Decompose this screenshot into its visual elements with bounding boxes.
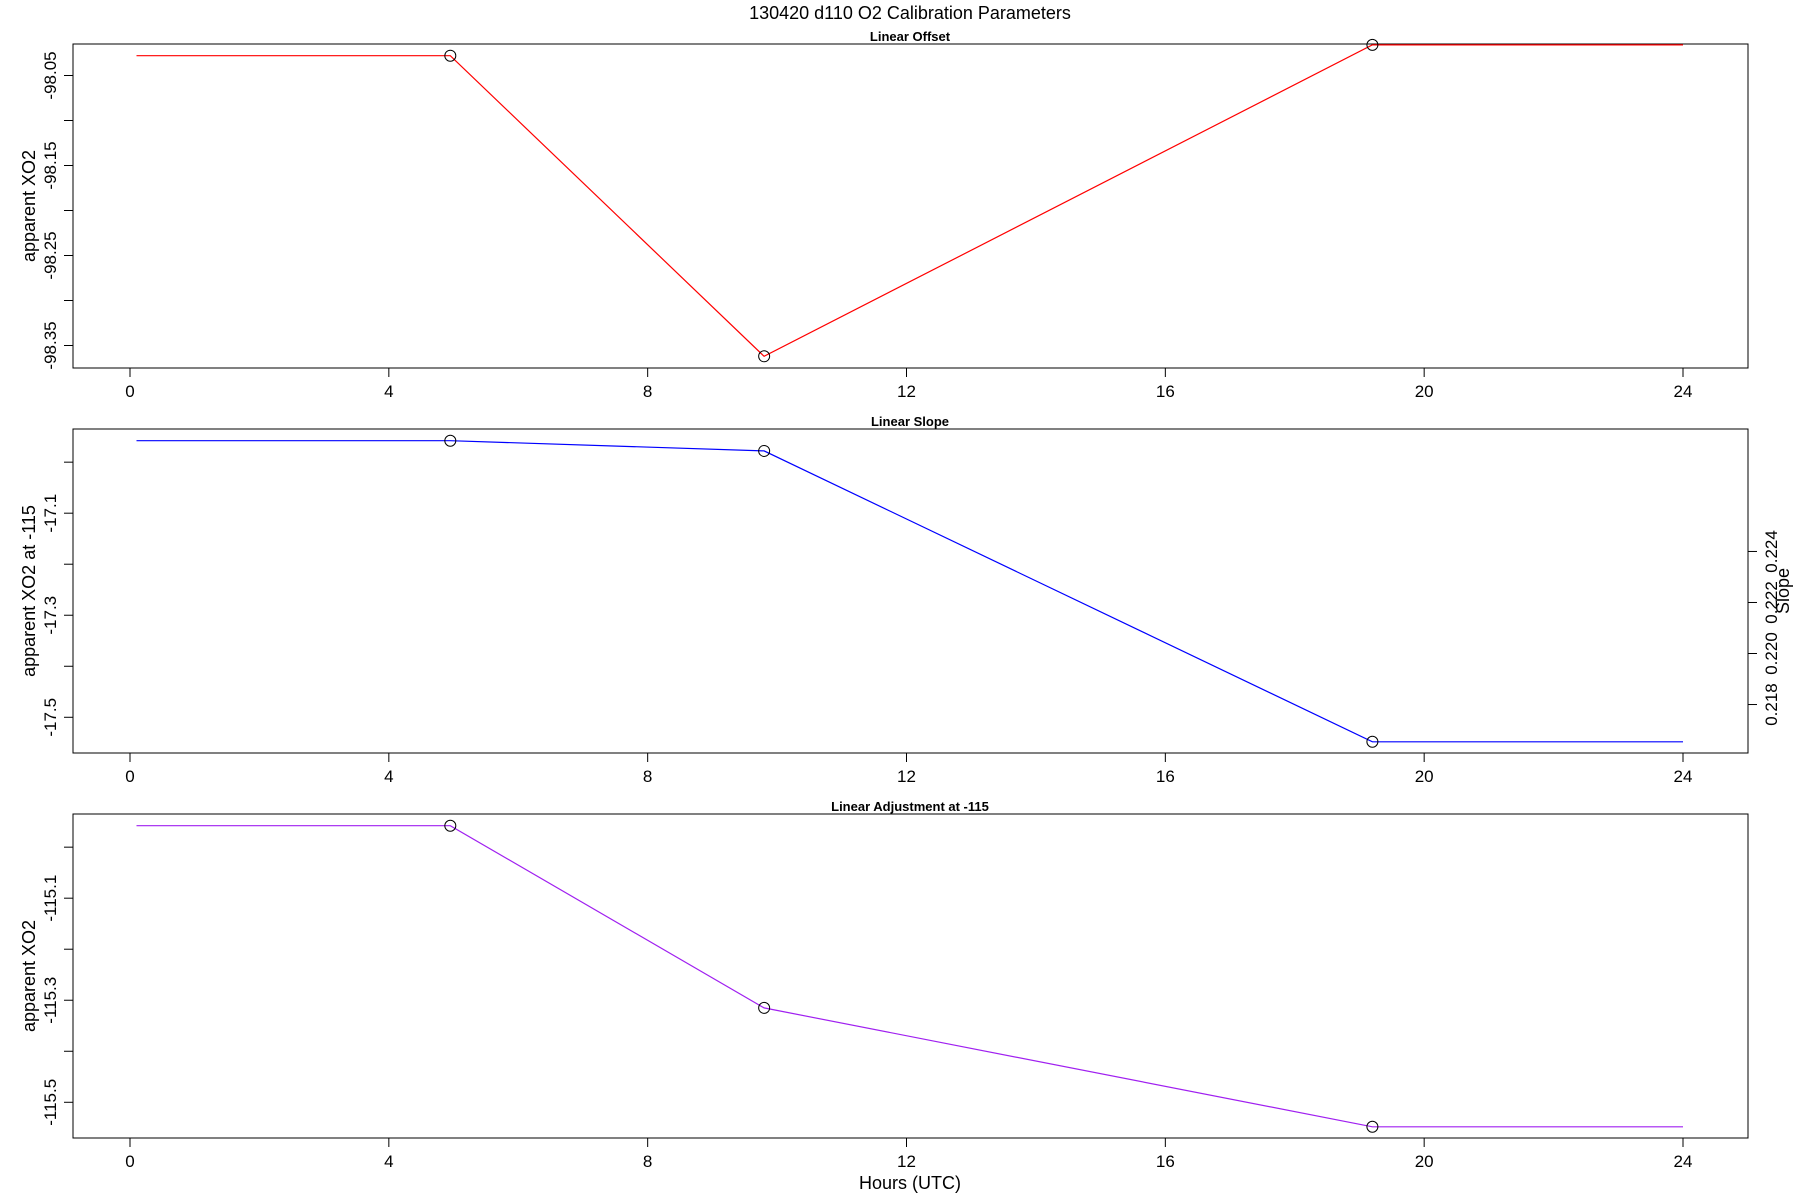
panel-1: Linear Offset 0 4 8 12 16 20 24 -98.05 -98.15 -98.… [19,29,1749,401]
series-line [136,440,1683,743]
x-tick-label: 4 [384,1152,393,1171]
x-tick-label: 20 [1415,767,1434,786]
x-tick-label: 12 [897,1152,916,1171]
y-tick-label: -115.3 [41,977,60,1024]
x-tick-label: 0 [125,767,134,786]
panel-3: Linear Adjustment at -115 0 4 8 12 16 20 24 -115… [19,799,1749,1171]
y-tick-label: -17.3 [41,596,60,635]
x-tick-label: 0 [125,1152,134,1171]
y-tick-label: -98.15 [41,141,60,189]
x-tick-label: 16 [1156,767,1175,786]
figure-title: 130420 d110 O2 Calibration Parameters [749,3,1071,23]
x-tick-label: 20 [1415,382,1434,401]
y-tick-label: -98.05 [41,51,60,99]
x-axis-label: Hours (UTC) [859,1173,961,1193]
x-tick-label: 8 [643,382,652,401]
y-right-axis-label: Slope [1773,568,1793,614]
x-tick-label: 20 [1415,1152,1434,1171]
y-tick-label: -115.5 [41,1079,60,1126]
data-point-marker [444,434,457,447]
y-right-tick-label: 0.224 [1762,530,1781,573]
x-tick-label: 16 [1156,1152,1175,1171]
x-tick-label: 8 [643,1152,652,1171]
y-tick-label: -115.1 [41,875,60,922]
data-point-marker [444,49,457,62]
data-point-marker [758,350,771,363]
x-tick-label: 0 [125,382,134,401]
panel-title: Linear Adjustment at -115 [831,799,989,814]
y-right-tick-label: 0.222 [1762,581,1781,624]
series-line [136,44,1683,358]
x-tick-label: 24 [1674,767,1693,786]
x-tick-label: 8 [643,767,652,786]
y-right-tick-label: 0.218 [1762,683,1781,726]
x-tick-label: 24 [1674,1152,1693,1171]
y-axis-label: apparent XO2 at -115 [19,505,39,677]
panel-title: Linear Slope [871,414,949,429]
y-axis-label: apparent XO2 [19,150,39,262]
y-tick-label: -98.35 [41,321,60,369]
plot-frame [72,428,1749,754]
data-point-marker [758,444,771,457]
y-tick-label: -98.25 [41,231,60,279]
x-tick-label: 16 [1156,382,1175,401]
plot-frame [72,43,1749,369]
x-tick-label: 12 [897,382,916,401]
x-tick-label: 4 [384,382,393,401]
y-right-tick-label: 0.220 [1762,632,1781,675]
y-axis-label: apparent XO2 [19,920,39,1032]
y-tick-label: -17.5 [41,698,60,737]
data-point-marker [1366,735,1379,748]
plot-frame [72,813,1749,1139]
data-point-marker [758,1001,771,1014]
data-point-marker [1366,38,1379,51]
x-tick-label: 24 [1674,382,1693,401]
panel-title: Linear Offset [870,29,951,44]
chart-panels: Linear Offset 0 4 8 12 16 20 24 -98.05 -98.15 -98.… [19,29,1793,1171]
x-tick-label: 4 [384,767,393,786]
series-line [136,825,1683,1128]
data-point-marker [444,819,457,832]
y-tick-label: -17.1 [41,494,60,533]
x-tick-label: 12 [897,767,916,786]
panel-2: Linear Slope 0 4 8 12 16 20 24 -17.1 -17.3 -17.5 ap… [19,414,1793,786]
data-point-marker [1366,1120,1379,1133]
